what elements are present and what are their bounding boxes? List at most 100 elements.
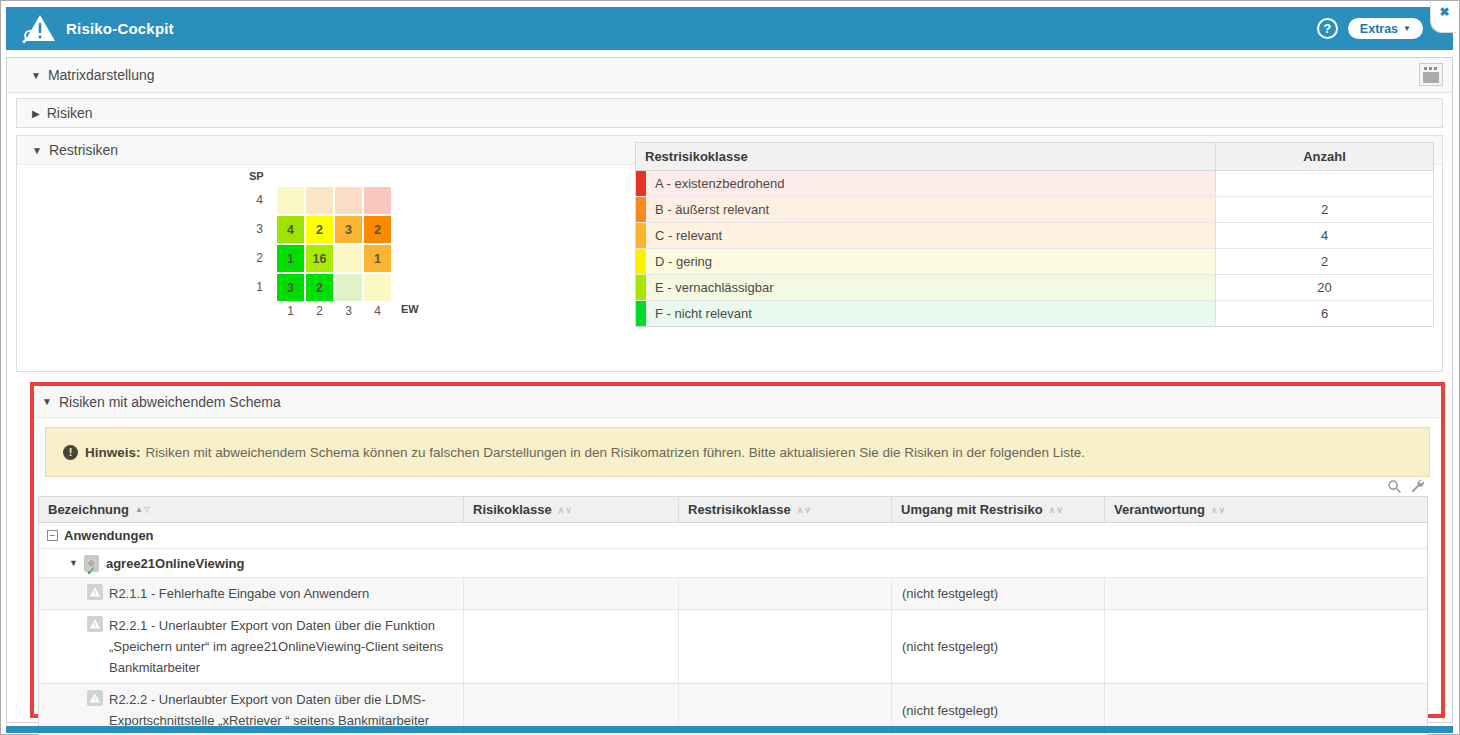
subgroup-row-agree21onlineviewing[interactable]: ▼ ✓ agree21OnlineViewing [39,549,1427,578]
table-row[interactable]: R2.1.1 - Fehlerhafte Eingabe von Anwende… [39,578,1427,610]
section-restrisiken: ▼ Restrisiken SP 4 3 2 1 4 2 3 2 1 [16,135,1443,372]
matrix-cell[interactable] [335,274,362,301]
wrench-settings-icon[interactable] [1410,479,1425,494]
class-color-bar [636,197,646,222]
caret-down-icon: ▼ [69,558,78,568]
close-button[interactable]: ✖ [1431,1,1458,32]
matrix-cell[interactable] [277,187,304,214]
check-icon: ✓ [86,564,96,578]
matrix-cell[interactable] [364,187,391,214]
class-count: 6 [1215,301,1433,326]
sort-desc-icon: ▽ [144,505,151,514]
column-label: Umgang mit Restrisiko [901,502,1043,517]
sort-icons[interactable]: ∧∨ [1049,505,1064,515]
class-color-bar [636,249,646,274]
matrix-cell[interactable]: 4 [277,216,304,243]
caret-down-icon: ▼ [32,145,42,156]
collapse-icon[interactable]: − [47,530,58,541]
matrix-cell[interactable] [306,187,333,214]
matrix-row-label: 2 [245,244,263,273]
class-label: D - gering [646,249,1215,274]
matrix-cell[interactable] [364,274,391,301]
column-header-risikoklasse[interactable]: Risikoklasse ∧∨ [464,497,679,522]
class-count: 2 [1215,197,1433,222]
matrix-cell[interactable]: 1 [277,245,304,272]
table-row: A - existenzbedrohend [636,171,1433,197]
risk-title: R2.1.1 - Fehlerhafte Eingabe von Anwende… [109,583,369,604]
matrix-cell[interactable]: 2 [306,216,333,243]
group-label: Anwendungen [64,528,154,543]
close-icon: ✖ [1439,5,1449,19]
class-count [1215,171,1433,196]
matrix-row-labels: 4 3 2 1 [245,186,263,302]
column-header-verantwortung[interactable]: Verantwortung ∧∨ [1105,497,1427,522]
matrix-col-labels: 1 2 3 4 [277,304,391,318]
class-color-bar [636,223,646,248]
page-title: Risiko-Cockpit [66,20,174,37]
risikoklasse-cell [464,578,679,609]
subgroup-label: agree21OnlineViewing [106,556,244,571]
section-risiken-label: Risiken [47,105,93,121]
section-matrixdarstellung-header[interactable]: ▼ Matrixdarstellung [7,58,1452,93]
column-label: Bezeichnung [48,502,129,517]
sort-icons[interactable]: ▲▽ [135,505,151,514]
matrix-cell[interactable]: 16 [306,245,333,272]
caret-down-icon: ▼ [31,70,41,81]
window-bottom-edge [6,726,1453,733]
sort-icons[interactable]: ∧∨ [797,505,812,515]
matrix-cell[interactable]: 3 [277,274,304,301]
class-count: 2 [1215,249,1433,274]
column-label: Risikoklasse [473,502,552,517]
risk-warning-icon [87,616,103,632]
extras-button-label: Extras [1360,22,1398,36]
caret-down-icon: ▼ [42,396,52,407]
verantwortung-cell [1105,610,1427,683]
titlebar: Risiko-Cockpit ? Extras ▼ [6,7,1453,50]
section-schema-label: Risiken mit abweichendem Schema [59,394,281,410]
matrix-col-label: 3 [335,304,362,318]
table-toolbar [34,477,1441,496]
table-row[interactable]: R2.2.1 - Unerlaubter Export von Daten üb… [39,610,1427,684]
hinweis-text: Risiken mit abweichendem Schema können z… [146,445,1086,460]
column-header-restrisikoklasse[interactable]: Restrisikoklasse ∧∨ [679,497,892,522]
section-risiken[interactable]: ▶ Risiken [16,98,1443,128]
application-icon: ✓ [84,555,99,572]
caret-right-icon: ▶ [32,108,40,119]
restrisiko-table: Restrisikoklasse Anzahl A - existenzbedr… [635,142,1434,327]
class-label: B - äußerst relevant [646,197,1215,222]
matrix-cell[interactable]: 2 [364,216,391,243]
class-count: 20 [1215,275,1433,300]
risiko-cockpit-logo-icon [22,14,58,44]
group-row-anwendungen[interactable]: − Anwendungen [39,523,1427,549]
search-icon[interactable] [1387,479,1402,494]
matrix-row-label: 1 [245,273,263,302]
panel-layout-icon[interactable] [1419,63,1443,86]
hinweis-label: Hinweis: [85,445,141,460]
section-matrixdarstellung-label: Matrixdarstellung [48,67,155,83]
table-row: C - relevant 4 [636,223,1433,249]
column-header-bezeichnung[interactable]: Bezeichnung ▲▽ [39,497,464,522]
matrix-x-axis-label: EW [401,303,419,315]
matrix-cell[interactable]: 3 [335,216,362,243]
sort-icons[interactable]: ∧∨ [558,505,573,515]
sort-icons[interactable]: ∧∨ [1211,505,1226,515]
verantwortung-cell [1105,578,1427,609]
matrix-cell[interactable]: 1 [364,245,391,272]
matrix-cell[interactable] [335,187,362,214]
matrix-cell[interactable]: 2 [306,274,333,301]
table-row: E - vernachlässigbar 20 [636,275,1433,301]
matrix-cell[interactable] [335,245,362,272]
risk-title: R2.2.1 - Unerlaubter Export von Daten üb… [109,615,453,678]
extras-button[interactable]: Extras ▼ [1348,18,1423,39]
table-row: D - gering 2 [636,249,1433,275]
restrisikoklasse-cell [679,610,892,683]
sort-asc-icon: ▲ [135,505,144,514]
section-schema-header[interactable]: ▼ Risiken mit abweichendem Schema [34,386,1441,418]
column-header-umgang-mit-restrisiko[interactable]: Umgang mit Restrisiko ∧∨ [892,497,1105,522]
class-count: 4 [1215,223,1433,248]
class-color-bar [636,275,646,300]
chevron-down-icon: ▼ [1403,24,1411,33]
help-button[interactable]: ? [1317,18,1338,39]
class-label: E - vernachlässigbar [646,275,1215,300]
umgang-cell: (nicht festgelegt) [892,578,1105,609]
